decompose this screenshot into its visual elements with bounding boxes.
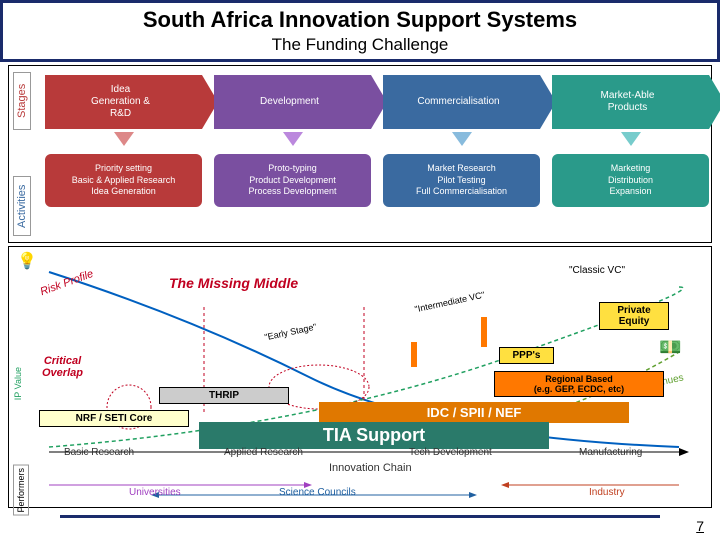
activity-box: Marketing Distribution Expansion xyxy=(552,154,709,207)
regional-based-box: Regional Based (e.g. GEP, ECDC, etc) xyxy=(494,371,664,397)
down-arrow-icon xyxy=(283,132,303,146)
activity-box: Priority setting Basic & Applied Researc… xyxy=(45,154,202,207)
stage-chevron: Market-Able Products xyxy=(552,75,709,129)
performer-councils: Science Councils xyxy=(279,487,356,498)
down-arrow-icon xyxy=(452,132,472,146)
ip-value-label: IP Value xyxy=(13,367,23,400)
funding-landscape-diagram: 💡 IP Value Risk Profile The Missing Midd… xyxy=(8,246,712,508)
money-icon: 💵 xyxy=(659,337,681,358)
down-arrow-icon xyxy=(114,132,134,146)
lightbulb-icon: 💡 xyxy=(17,251,37,271)
performers-side-label: Performers xyxy=(13,465,29,516)
down-arrow-icon xyxy=(621,132,641,146)
stage-applied: Applied Research xyxy=(224,447,303,458)
page-subtitle: The Funding Challenge xyxy=(3,35,717,55)
page-number: 7 xyxy=(696,518,704,534)
nrf-seti-box: NRF / SETI Core xyxy=(39,410,189,427)
activities-side-label: Activities xyxy=(13,176,31,236)
activity-box: Market Research Pilot Testing Full Comme… xyxy=(383,154,540,207)
tia-support-band: TIA Support xyxy=(199,422,549,449)
missing-middle-label: The Missing Middle xyxy=(169,275,298,291)
stage-chevron: Commercialisation xyxy=(383,75,540,129)
stage-chevron: Development xyxy=(214,75,371,129)
stage-mfg: Manufacturing xyxy=(579,447,642,458)
private-equity-box: Private Equity xyxy=(599,302,669,330)
performer-universities: Universities xyxy=(129,487,181,498)
activity-box: Proto-typing Product Development Process… xyxy=(214,154,371,207)
thrip-box: THRIP xyxy=(159,387,289,404)
stage-chevron: Idea Generation & R&D xyxy=(45,75,202,129)
page-title: South Africa Innovation Support Systems xyxy=(3,7,717,33)
innovation-chain-label: Innovation Chain xyxy=(329,462,412,474)
stage-tech: Tech Development xyxy=(409,447,492,458)
idc-band: IDC / SPII / NEF xyxy=(319,402,629,423)
stages-side-label: Stages xyxy=(13,72,31,130)
stage-basic: Basic Research xyxy=(64,447,134,458)
critical-overlap-box: Critical Overlap xyxy=(39,353,86,381)
ppp-box: PPP's xyxy=(499,347,554,364)
footer-divider xyxy=(60,515,660,518)
stages-activities-diagram: Stages Activities Idea Generation & R&DD… xyxy=(8,65,712,243)
classic-vc-label: "Classic VC" xyxy=(569,265,625,276)
performer-industry: Industry xyxy=(589,487,625,498)
